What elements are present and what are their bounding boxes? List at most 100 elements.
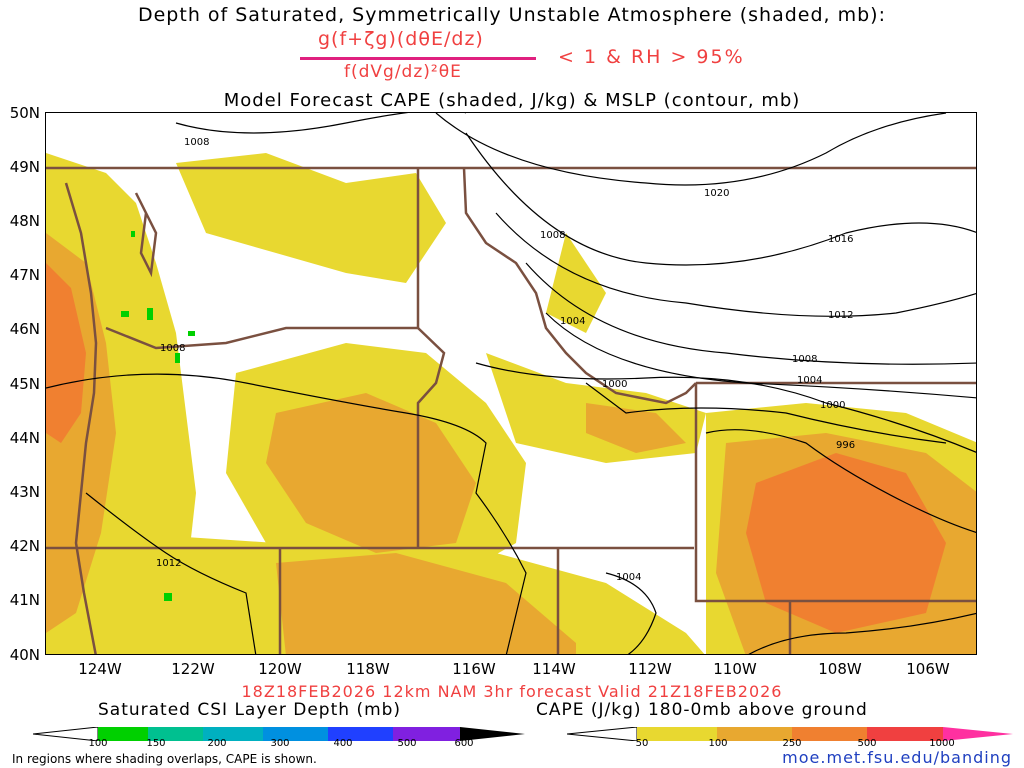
isobar-label: 1000 <box>602 379 627 390</box>
footnote: In regions where shading overlaps, CAPE … <box>12 752 317 766</box>
mslp-contours <box>46 113 976 654</box>
isobar <box>475 362 976 453</box>
wa-or-border <box>105 326 418 350</box>
lon-label: 122W <box>171 660 215 678</box>
puget-sound <box>134 192 158 278</box>
coast <box>64 182 98 654</box>
isobar-label: 1008 <box>184 137 209 148</box>
title-line-1: Depth of Saturated, Symmetrically Unstab… <box>137 4 886 26</box>
cape-colorbar-segment <box>792 727 867 741</box>
csi-colorbar <box>33 727 525 741</box>
csi-colorbar-segment <box>98 727 148 741</box>
isobar-label: 996 <box>836 440 855 451</box>
cape-area-north <box>176 153 446 283</box>
lon-label: 114W <box>532 660 576 678</box>
lat-label: 47N <box>9 266 40 284</box>
lat-label: 48N <box>9 212 40 230</box>
isobar-label: 1012 <box>156 558 181 569</box>
lat-label: 49N <box>9 158 40 176</box>
lon-label: 118W <box>346 660 390 678</box>
csi-cell <box>131 231 135 237</box>
lat-label: 40N <box>9 646 40 664</box>
political-borders <box>46 166 976 654</box>
cape-area-coastal-high <box>46 263 86 443</box>
isobar <box>525 262 976 365</box>
cape-colorbar-right-cap <box>943 727 1013 741</box>
csi-colorbar-right-cap <box>460 727 525 741</box>
isobar-label: 1004 <box>560 316 585 327</box>
lat-label: 41N <box>9 591 40 609</box>
csi-cell <box>121 311 129 317</box>
isobar <box>495 212 976 317</box>
isobar <box>585 382 947 444</box>
lon-label: 116W <box>452 660 496 678</box>
isobar <box>175 113 466 134</box>
isobar <box>748 612 976 654</box>
isobar-label: 1016 <box>828 234 853 245</box>
lon-label: 112W <box>628 660 672 678</box>
cape-tick: 100 <box>708 738 728 749</box>
lon-label: 106W <box>906 660 950 678</box>
lat-label: 50N <box>9 104 40 122</box>
csi-colorbar-segment <box>203 727 263 741</box>
cape-colorbar-segment <box>867 727 943 741</box>
isobar-label: 1008 <box>540 230 565 241</box>
csi-tick: 600 <box>454 738 474 749</box>
lon-label: 108W <box>818 660 862 678</box>
isobar <box>85 492 257 654</box>
csi-shading <box>121 231 195 601</box>
cape-tick: 500 <box>857 738 877 749</box>
mslp-labels: 1008 1020 1008 1016 1012 1004 1008 1008 … <box>156 137 855 583</box>
csi-colorbar-segment <box>328 727 393 741</box>
cape-area-east-mid <box>586 403 686 453</box>
cape-colorbar-segment <box>717 727 792 741</box>
cape-area-plains <box>546 233 606 333</box>
isobar <box>465 132 976 266</box>
csi-colorbar-segment <box>263 727 328 741</box>
source-url[interactable]: moe.met.fsu.edu/banding <box>782 748 1012 767</box>
cape-legend-title: CAPE (J/kg) 180-0mb above ground <box>536 700 868 720</box>
valid-time: 18Z18FEB2026 12km NAM 3hr forecast Valid… <box>241 682 783 701</box>
isobar <box>605 572 657 654</box>
fraction-bar <box>300 57 536 60</box>
cape-tick: 50 <box>635 738 649 749</box>
formula: g(f+ζg)(dθE/dz) f(dVg/dz)²θE < 1 & RH > … <box>300 28 820 88</box>
isobar-label: 1008 <box>160 343 185 354</box>
lon-label: 120W <box>258 660 302 678</box>
formula-denominator: f(dVg/dz)²θE <box>344 62 462 82</box>
cape-area-central-mid <box>266 393 476 553</box>
id-mt-border <box>462 167 697 405</box>
lat-label: 45N <box>9 375 40 393</box>
csi-colorbar-segment <box>148 727 203 741</box>
csi-legend-title: Saturated CSI Layer Depth (mb) <box>98 700 402 720</box>
lat-label: 44N <box>9 429 40 447</box>
isobar-label: 1012 <box>828 310 853 321</box>
isobar-label: 1000 <box>820 400 845 411</box>
lat-label: 46N <box>9 320 40 338</box>
cape-tick: 250 <box>782 738 802 749</box>
map-svg: 1008 1020 1008 1016 1012 1004 1008 1008 … <box>46 113 976 654</box>
cape-colorbar <box>567 727 1013 741</box>
cape-tick: 1000 <box>929 738 955 749</box>
or-id-border <box>416 327 446 548</box>
formula-condition: < 1 & RH > 95% <box>558 46 745 68</box>
forecast-map: 1008 1020 1008 1016 1012 1004 1008 1008 … <box>45 112 977 655</box>
csi-tick: 500 <box>397 738 417 749</box>
csi-cell <box>188 331 195 336</box>
csi-tick: 200 <box>207 738 227 749</box>
lon-label: 110W <box>713 660 757 678</box>
title-line-3: Model Forecast CAPE (shaded, J/kg) & MSL… <box>223 90 801 111</box>
csi-cell <box>175 353 180 363</box>
csi-tick: 100 <box>88 738 108 749</box>
isobar-label: 1004 <box>616 572 641 583</box>
formula-numerator: g(f+ζg)(dθE/dz) <box>318 28 484 50</box>
isobar <box>46 373 527 654</box>
csi-colorbar-segment <box>393 727 460 741</box>
cape-shading <box>46 153 976 654</box>
lon-label: 124W <box>78 660 122 678</box>
isobar-label: 1020 <box>704 188 729 199</box>
isobar-label: 1008 <box>792 354 817 365</box>
cape-colorbar-segment <box>637 727 717 741</box>
lat-label: 43N <box>9 483 40 501</box>
csi-tick: 300 <box>270 738 290 749</box>
